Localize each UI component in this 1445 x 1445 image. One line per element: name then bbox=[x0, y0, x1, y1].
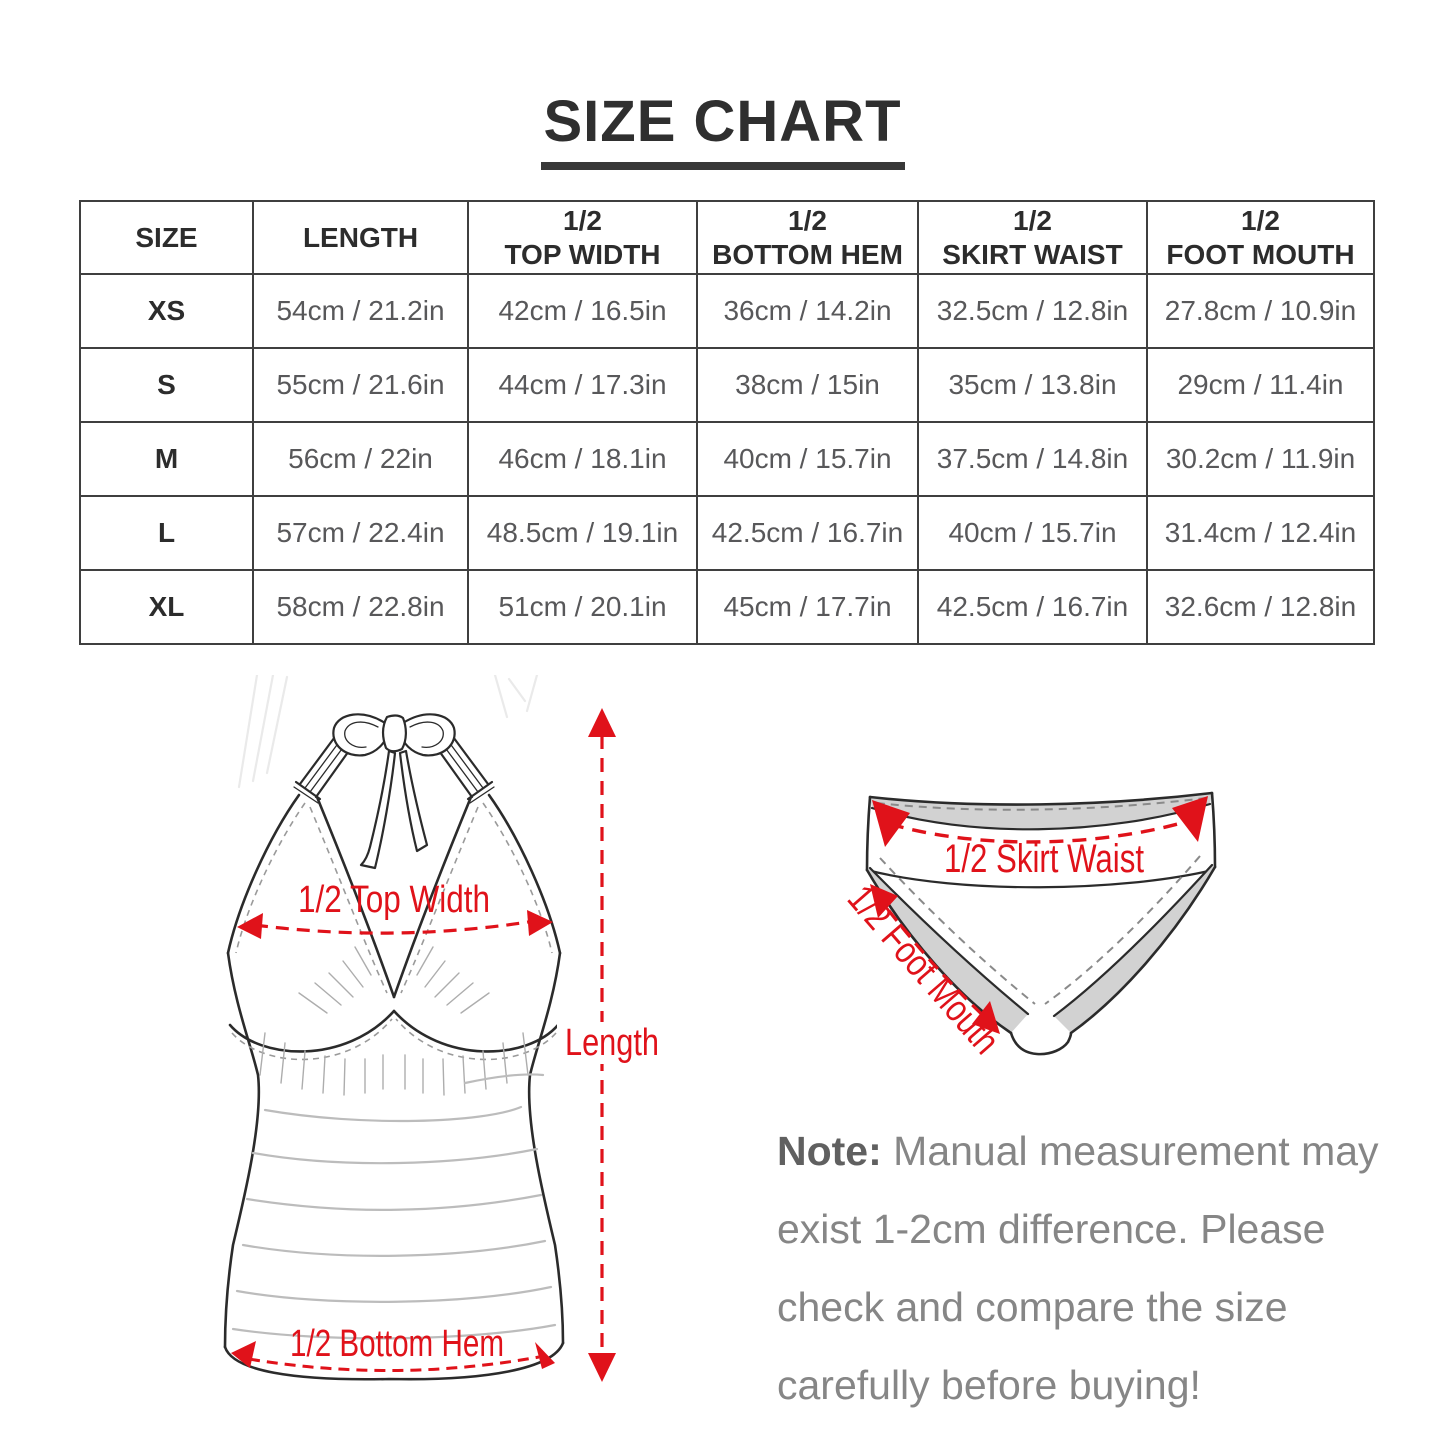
table-cell: 30.2cm / 11.9in bbox=[1146, 421, 1375, 497]
tankini-top-illustration: 1/2 Top Width Length 1/2 Bottom Hem bbox=[223, 675, 665, 1382]
table-cell: 40cm / 15.7in bbox=[696, 421, 919, 497]
table-cell: 36cm / 14.2in bbox=[696, 273, 919, 349]
halter-straps bbox=[293, 720, 495, 804]
table-cell: 27.8cm / 10.9in bbox=[1146, 273, 1375, 349]
page-title: SIZE CHART bbox=[0, 88, 1445, 170]
table-cell: 42.5cm / 16.7in bbox=[917, 569, 1148, 645]
column-header-skirt-waist: 1/2 SKIRT WAIST bbox=[917, 200, 1148, 275]
table-cell: 57cm / 22.4in bbox=[252, 495, 469, 571]
length-measure: Length bbox=[557, 708, 665, 1382]
measurement-label-length: Length bbox=[565, 1022, 659, 1064]
size-label: M bbox=[79, 421, 254, 497]
waistband bbox=[865, 791, 1217, 889]
bikini-bottom-illustration: 1/2 Skirt Waist 1/2 Foot Mouth bbox=[839, 791, 1217, 1063]
note-line: check and compare the size bbox=[777, 1284, 1288, 1330]
size-label: L bbox=[79, 495, 254, 571]
arrow-down-icon bbox=[972, 1001, 1000, 1034]
header-row: SIZE LENGTH 1/2 TOP WIDTH 1/2 BOTTOM HEM… bbox=[79, 200, 1375, 275]
wrinkle-lines bbox=[231, 1073, 557, 1340]
table-cell: 31.4cm / 12.4in bbox=[1146, 495, 1375, 571]
foot-mouth-measure: 1/2 Foot Mouth bbox=[839, 878, 1007, 1063]
table-cell: 45cm / 17.7in bbox=[696, 569, 919, 645]
table-cell: 58cm / 22.8in bbox=[252, 569, 469, 645]
table-cell: 42.5cm / 16.7in bbox=[696, 495, 919, 571]
arrow-down-icon bbox=[588, 1353, 616, 1382]
arrow-up-icon bbox=[870, 884, 898, 918]
note-label: Note: bbox=[777, 1128, 882, 1174]
table-cell: 54cm / 21.2in bbox=[252, 273, 469, 349]
measurement-label-foot-mouth: 1/2 Foot Mouth bbox=[839, 878, 1007, 1063]
table-row-xs: XS 54cm / 21.2in 42cm / 16.5in 36cm / 14… bbox=[79, 273, 1375, 349]
table-cell: 32.5cm / 12.8in bbox=[917, 273, 1148, 349]
table-cell: 55cm / 21.6in bbox=[252, 347, 469, 423]
table-cell: 37.5cm / 14.8in bbox=[917, 421, 1148, 497]
top-width-measure: 1/2 Top Width bbox=[237, 879, 553, 939]
arrow-up-icon bbox=[588, 708, 616, 737]
table-cell: 42cm / 16.5in bbox=[467, 273, 698, 349]
arrow-left-icon bbox=[872, 800, 910, 847]
measurement-label-skirt-waist: 1/2 Skirt Waist bbox=[944, 837, 1144, 881]
note-line: exist 1-2cm difference. Please bbox=[777, 1206, 1326, 1252]
table-cell: 51cm / 20.1in bbox=[467, 569, 698, 645]
arrow-right-icon bbox=[527, 910, 553, 936]
size-label: XL bbox=[79, 569, 254, 645]
note-line-text: Manual measurement may bbox=[893, 1128, 1379, 1174]
page-title-text: SIZE CHART bbox=[540, 88, 905, 170]
table-cell: 40cm / 15.7in bbox=[917, 495, 1148, 571]
arrow-right-icon bbox=[535, 1342, 555, 1369]
arrow-left-icon bbox=[237, 913, 263, 939]
note-text: Note: Manual measurement may exist 1-2cm… bbox=[777, 1112, 1437, 1424]
table-row-l: L 57cm / 22.4in 48.5cm / 19.1in 42.5cm /… bbox=[79, 495, 1375, 571]
column-header-foot-mouth: 1/2 FOOT MOUTH bbox=[1146, 200, 1375, 275]
table-cell: 48.5cm / 19.1in bbox=[467, 495, 698, 571]
table-cell: 35cm / 13.8in bbox=[917, 347, 1148, 423]
skirt-waist-measure: 1/2 Skirt Waist bbox=[872, 796, 1208, 881]
column-header-bottom-hem: 1/2 BOTTOM HEM bbox=[696, 200, 919, 275]
size-label: S bbox=[79, 347, 254, 423]
table-cell: 44cm / 17.3in bbox=[467, 347, 698, 423]
table-cell: 46cm / 18.1in bbox=[467, 421, 698, 497]
table-cell: 32.6cm / 12.8in bbox=[1146, 569, 1375, 645]
table-row-s: S 55cm / 21.6in 44cm / 17.3in 38cm / 15i… bbox=[79, 347, 1375, 423]
leg-openings bbox=[865, 855, 1217, 1056]
note-line: carefully before buying! bbox=[777, 1362, 1201, 1408]
halter-bow bbox=[332, 713, 456, 870]
stitch-lines bbox=[231, 802, 557, 1061]
arrow-left-icon bbox=[231, 1341, 256, 1368]
table-row-xl: XL 58cm / 22.8in 51cm / 20.1in 45cm / 17… bbox=[79, 569, 1375, 645]
column-header-size: SIZE bbox=[79, 200, 254, 275]
table-cell: 56cm / 22in bbox=[252, 421, 469, 497]
faint-sketch-lines bbox=[237, 675, 539, 789]
table-row-m: M 56cm / 22in 46cm / 18.1in 40cm / 15.7i… bbox=[79, 421, 1375, 497]
bottom-hem-measure: 1/2 Bottom Hem bbox=[231, 1323, 555, 1372]
measurement-label-bottom-hem: 1/2 Bottom Hem bbox=[290, 1323, 504, 1365]
note-line: Note: Manual measurement may bbox=[777, 1112, 1437, 1190]
measurement-label-top-width: 1/2 Top Width bbox=[298, 879, 490, 921]
column-header-top-width: 1/2 TOP WIDTH bbox=[467, 200, 698, 275]
table-cell: 38cm / 15in bbox=[696, 347, 919, 423]
size-label: XS bbox=[79, 273, 254, 349]
size-chart-table: SIZE LENGTH 1/2 TOP WIDTH 1/2 BOTTOM HEM… bbox=[79, 200, 1375, 645]
table-cell: 29cm / 11.4in bbox=[1146, 347, 1375, 423]
gather-lines bbox=[259, 946, 529, 1096]
arrow-right-icon bbox=[1172, 796, 1208, 842]
column-header-length: LENGTH bbox=[252, 200, 469, 275]
